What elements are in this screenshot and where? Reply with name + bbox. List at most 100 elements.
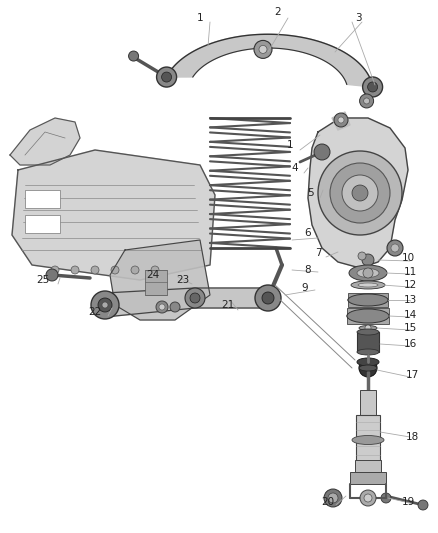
Text: 15: 15 (403, 323, 417, 333)
Ellipse shape (347, 309, 389, 323)
Circle shape (170, 302, 180, 312)
Circle shape (391, 244, 399, 252)
Circle shape (318, 151, 402, 235)
Text: 1: 1 (287, 140, 293, 150)
Bar (145, 270, 167, 295)
Bar (347, 308, 389, 324)
Circle shape (131, 266, 139, 274)
Text: 17: 17 (406, 370, 419, 380)
Text: 1: 1 (197, 13, 203, 23)
Polygon shape (110, 240, 210, 320)
Bar (355, 460, 381, 472)
Circle shape (46, 269, 58, 281)
Ellipse shape (357, 269, 379, 278)
Ellipse shape (357, 329, 379, 335)
Polygon shape (166, 34, 373, 87)
Polygon shape (10, 118, 80, 165)
Ellipse shape (347, 309, 389, 323)
Circle shape (156, 301, 168, 313)
Circle shape (254, 41, 272, 59)
Circle shape (98, 298, 112, 312)
Circle shape (162, 72, 172, 82)
Circle shape (364, 98, 370, 104)
Circle shape (342, 175, 378, 211)
Polygon shape (308, 118, 408, 268)
Ellipse shape (348, 294, 388, 306)
Text: 5: 5 (307, 188, 313, 198)
Text: 10: 10 (402, 253, 414, 263)
Text: 16: 16 (403, 339, 417, 349)
Ellipse shape (349, 265, 387, 281)
Text: 2: 2 (275, 7, 281, 17)
Text: 8: 8 (305, 265, 311, 275)
Circle shape (381, 493, 391, 503)
Circle shape (185, 288, 205, 308)
Ellipse shape (354, 312, 382, 320)
Circle shape (159, 304, 165, 310)
Text: 23: 23 (177, 275, 190, 285)
Circle shape (365, 325, 371, 331)
Text: 3: 3 (355, 13, 361, 23)
Circle shape (328, 493, 338, 503)
Circle shape (151, 266, 159, 274)
Circle shape (363, 77, 383, 97)
Text: 21: 21 (221, 300, 235, 310)
Text: 7: 7 (314, 248, 321, 258)
Text: 25: 25 (36, 275, 49, 285)
Text: 4: 4 (292, 163, 298, 173)
Bar (357, 332, 379, 352)
Circle shape (360, 94, 374, 108)
Text: 6: 6 (305, 228, 311, 238)
Circle shape (111, 266, 119, 274)
Ellipse shape (357, 358, 379, 366)
Text: 13: 13 (403, 295, 417, 305)
Polygon shape (105, 288, 268, 317)
Ellipse shape (348, 294, 388, 306)
Ellipse shape (351, 281, 385, 289)
Bar (348, 293, 388, 307)
Text: 18: 18 (406, 432, 419, 442)
Ellipse shape (358, 283, 378, 287)
Ellipse shape (359, 365, 377, 371)
Text: 11: 11 (403, 267, 417, 277)
Ellipse shape (355, 296, 381, 303)
Bar (350, 472, 386, 484)
Circle shape (324, 489, 342, 507)
Circle shape (71, 266, 79, 274)
Circle shape (358, 252, 366, 260)
Circle shape (91, 291, 119, 319)
Ellipse shape (352, 435, 384, 445)
Text: 14: 14 (403, 310, 417, 320)
Text: 22: 22 (88, 307, 102, 317)
Bar (360, 390, 376, 415)
Circle shape (367, 82, 378, 92)
Circle shape (334, 113, 348, 127)
Bar (25, 215, 60, 233)
Circle shape (338, 117, 344, 123)
Circle shape (352, 185, 368, 201)
Circle shape (362, 254, 374, 266)
Ellipse shape (359, 326, 377, 330)
Circle shape (418, 500, 428, 510)
Text: 9: 9 (302, 283, 308, 293)
Polygon shape (12, 150, 215, 280)
Text: 24: 24 (146, 270, 159, 280)
Circle shape (387, 240, 403, 256)
Circle shape (259, 45, 267, 53)
Circle shape (314, 144, 330, 160)
Circle shape (262, 292, 274, 304)
Circle shape (255, 285, 281, 311)
Circle shape (363, 268, 373, 278)
Circle shape (360, 490, 376, 506)
Circle shape (156, 67, 177, 87)
Circle shape (51, 266, 59, 274)
Circle shape (364, 494, 372, 502)
Bar (25, 190, 60, 208)
Circle shape (330, 163, 390, 223)
Text: 20: 20 (321, 497, 335, 507)
Bar (356, 415, 380, 470)
Text: 19: 19 (401, 497, 415, 507)
Ellipse shape (357, 349, 379, 355)
Text: 12: 12 (403, 280, 417, 290)
Circle shape (102, 302, 108, 308)
